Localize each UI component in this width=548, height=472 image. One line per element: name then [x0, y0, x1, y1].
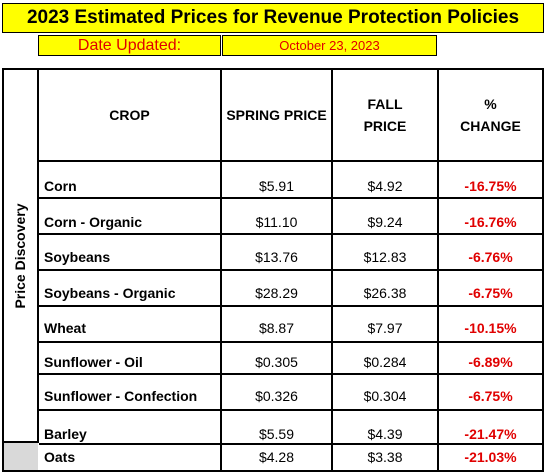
fall-price: $9.24 — [367, 214, 403, 230]
spring-price: $4.28 — [258, 449, 295, 465]
row-divider — [39, 409, 544, 411]
spring-price: $13.76 — [255, 249, 298, 265]
row-divider — [39, 305, 544, 307]
date-updated-label: Date Updated: — [38, 35, 221, 56]
spring-price: $5.59 — [258, 426, 295, 442]
fall-price: $4.92 — [367, 178, 403, 194]
fall-price: $0.284 — [363, 354, 407, 370]
percent-change: -16.75% — [464, 178, 517, 194]
crop-name: Soybeans - Organic — [44, 285, 176, 301]
fall-price: $4.39 — [367, 426, 403, 442]
spring-price: $0.326 — [255, 388, 298, 404]
date-updated-value: October 23, 2023 — [222, 35, 437, 56]
row-divider — [39, 160, 544, 162]
grey-filler-cell — [4, 443, 38, 470]
percent-change: -21.47% — [464, 426, 517, 442]
crop-name: Sunflower - Confection — [44, 388, 198, 404]
row-divider — [39, 233, 544, 235]
fall-price: $3.38 — [367, 449, 403, 465]
percent-change: -16.76% — [464, 214, 517, 230]
row-divider — [39, 197, 544, 199]
crop-name: Corn — [44, 178, 77, 194]
percent-change: -6.89% — [468, 354, 513, 370]
row-divider — [39, 341, 544, 343]
percent-change: -6.76% — [468, 249, 513, 265]
header-fall-line2: PRICE — [363, 118, 407, 134]
crop-name: Soybeans — [44, 249, 111, 265]
page-title: 2023 Estimated Prices for Revenue Protec… — [2, 3, 544, 33]
row-divider — [39, 443, 544, 445]
header-crop: CROP — [109, 107, 150, 123]
crop-name: Corn - Organic — [44, 214, 143, 230]
fall-price: $12.83 — [363, 249, 407, 265]
crop-name: Wheat — [44, 320, 86, 336]
spring-price: $5.91 — [258, 178, 295, 194]
row-divider — [39, 269, 544, 271]
row-divider — [39, 373, 544, 375]
fall-price: $7.97 — [367, 320, 403, 336]
fall-price: $0.304 — [363, 388, 407, 404]
crop-name: Sunflower - Oil — [44, 354, 143, 370]
percent-change: -6.75% — [468, 388, 513, 404]
header-percent-change: % CHANGE — [439, 70, 542, 160]
header-fall-price: FALL PRICE — [333, 70, 437, 160]
crop-name: Barley — [44, 426, 87, 442]
percent-change: -10.15% — [464, 320, 517, 336]
header-fall-line1: FALL — [367, 96, 403, 112]
header-spring-price: SPRING PRICE — [226, 107, 327, 123]
spring-price: $8.87 — [258, 320, 295, 336]
spring-price: $11.10 — [255, 214, 298, 230]
spring-price: $0.305 — [255, 354, 298, 370]
percent-change: -21.03% — [464, 449, 517, 465]
spring-price: $28.29 — [255, 285, 298, 301]
header-change-line2: CHANGE — [460, 118, 521, 134]
price-discovery-label: Price Discovery — [12, 203, 28, 309]
crop-name: Oats — [44, 449, 76, 465]
price-discovery-cell — [2, 68, 39, 443]
percent-change: -6.75% — [468, 285, 513, 301]
fall-price: $26.38 — [363, 285, 407, 301]
header-change-line1: % — [484, 96, 497, 112]
